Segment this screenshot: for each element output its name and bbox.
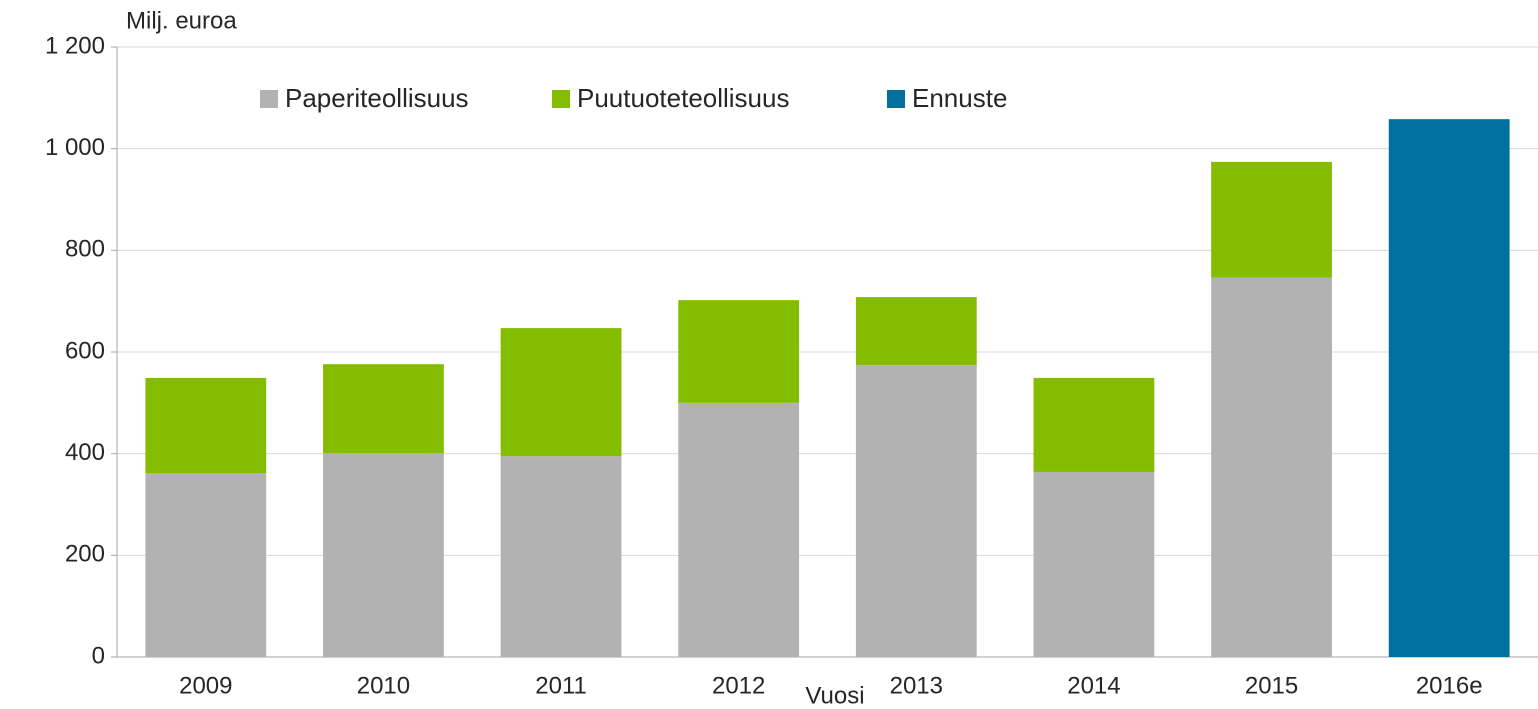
x-tick-label: 2016e <box>1416 672 1483 699</box>
bar-segment <box>678 402 800 657</box>
bar-segment <box>323 364 444 454</box>
x-tick-label: 2009 <box>179 672 232 699</box>
legend-label: Paperiteollisuus <box>285 83 469 113</box>
bar-segment <box>1388 119 1510 657</box>
y-tick-label: 1 000 <box>45 134 105 161</box>
legend-swatch <box>887 90 905 108</box>
bar-segment <box>1211 277 1332 657</box>
bar-segment <box>145 377 267 473</box>
x-tick-label: 2012 <box>712 672 765 699</box>
x-tick-label: 2014 <box>1067 672 1120 699</box>
y-tick-label: 800 <box>65 236 105 263</box>
y-tick-label: 1 200 <box>45 32 105 59</box>
y-tick-label: 400 <box>65 439 105 466</box>
bar-segment <box>1211 161 1332 278</box>
legend-label: Ennuste <box>912 83 1007 113</box>
bar-segment <box>855 365 977 657</box>
bar-segment <box>500 456 622 657</box>
bar-segment <box>1033 377 1155 472</box>
x-tick-label: 2015 <box>1245 672 1298 699</box>
x-tick-label: 2010 <box>357 672 410 699</box>
y-axis-label: Milj. euroa <box>126 7 237 34</box>
y-tick-label: 200 <box>65 541 105 568</box>
y-tick-label: 0 <box>92 642 105 669</box>
bar-segment <box>500 328 622 457</box>
legend-swatch <box>552 90 570 108</box>
legend-swatch <box>260 90 278 108</box>
bar-segment <box>678 300 800 403</box>
y-tick-label: 600 <box>65 337 105 364</box>
x-axis-label: Vuosi <box>805 682 864 709</box>
bar-segment <box>855 297 977 366</box>
x-tick-label: 2011 <box>535 672 587 699</box>
bar-segment <box>145 472 267 657</box>
legend-label: Puutuoteteollisuus <box>577 83 789 113</box>
bar-segment <box>1033 471 1155 657</box>
bar-segment <box>323 453 444 657</box>
x-tick-label: 2013 <box>890 672 943 699</box>
